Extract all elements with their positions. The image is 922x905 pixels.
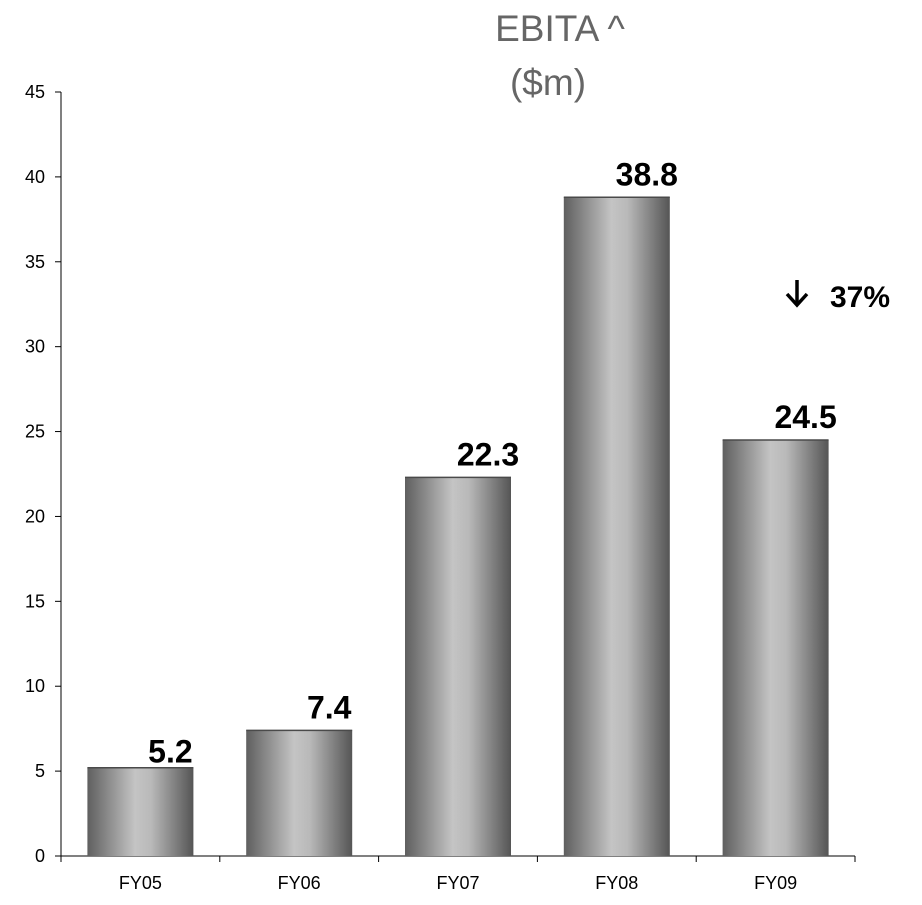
bar-fy06 — [246, 730, 353, 856]
bar-fy08 — [563, 197, 670, 857]
x-tick-label: FY06 — [278, 873, 321, 893]
down-arrow-icon — [785, 280, 809, 308]
bar-fy07 — [405, 477, 511, 856]
x-tick-label: FY05 — [119, 873, 162, 893]
x-tick-label: FY09 — [754, 873, 797, 893]
y-axis: 0 5 10 15 20 25 30 35 40 45 — [25, 82, 62, 866]
x-tick-label: FY08 — [595, 873, 638, 893]
y-tick-label: 5 — [35, 761, 45, 781]
y-tick-label: 15 — [25, 591, 45, 611]
data-labels: 5.2 7.4 22.3 38.8 24.5 — [148, 156, 837, 769]
y-tick-label: 10 — [25, 676, 45, 696]
y-tick-label: 30 — [25, 337, 45, 357]
data-label-fy07: 22.3 — [457, 436, 519, 472]
data-label-fy09: 24.5 — [774, 399, 836, 435]
bars — [87, 196, 829, 857]
data-label-fy06: 7.4 — [307, 689, 352, 725]
y-tick-label: 0 — [35, 846, 45, 866]
y-tick-label: 25 — [25, 422, 45, 442]
chart-title-line-2: ($m) — [510, 62, 586, 103]
y-tick-label: 35 — [25, 252, 45, 272]
y-tick-label: 45 — [25, 82, 45, 102]
x-tick-label: FY07 — [436, 873, 479, 893]
change-percent-label: 37% — [830, 281, 890, 314]
chart-title: EBITA ^ ($m) — [495, 8, 625, 103]
data-label-fy08: 38.8 — [616, 156, 678, 192]
bar-fy09 — [722, 440, 829, 856]
x-axis: FY05 FY06 FY07 FY08 FY09 — [60, 855, 856, 893]
change-annotation: 37% — [785, 280, 890, 314]
y-tick-label: 40 — [25, 167, 45, 187]
data-label-fy05: 5.2 — [148, 734, 192, 770]
y-tick-label: 20 — [25, 506, 45, 526]
chart-title-line-1: EBITA ^ — [495, 8, 625, 49]
bar-fy05 — [87, 767, 194, 856]
